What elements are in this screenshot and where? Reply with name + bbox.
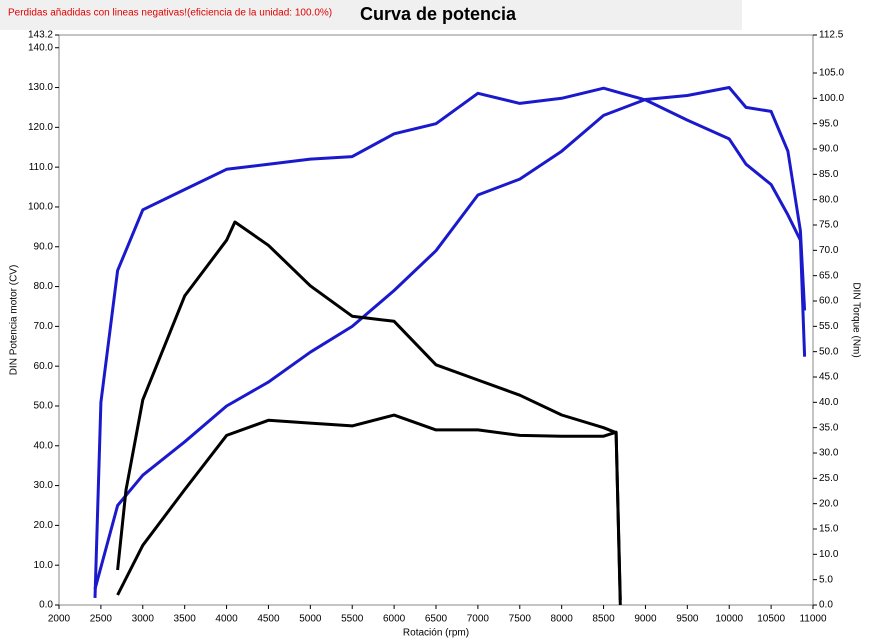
y2-tick-label: 60.0 [819, 296, 839, 307]
y-tick-label: 10.0 [34, 560, 54, 571]
x-tick-label: 9000 [634, 614, 657, 625]
y2-tick-label: 5.0 [819, 574, 833, 585]
y2-tick-label: 15.0 [819, 524, 839, 535]
y2-tick-label: 45.0 [819, 372, 839, 383]
y-tick-label: 80.0 [34, 281, 54, 292]
x-tick-label: 4500 [257, 614, 280, 625]
x-tick-label: 9500 [676, 614, 699, 625]
y-tick-label: 30.0 [34, 480, 54, 491]
x-tick-label: 2000 [48, 614, 71, 625]
chart-title: Curva de potencia [360, 4, 517, 24]
x-tick-label: 4000 [215, 614, 238, 625]
series-line [93, 86, 807, 598]
y2-tick-label: 20.0 [819, 498, 839, 509]
y-tick-label: 100.0 [28, 202, 53, 213]
y2-axis-label: DIN Torque (Nm) [850, 282, 861, 357]
x-tick-label: 7500 [509, 614, 532, 625]
y-tick-label: 40.0 [34, 440, 54, 451]
y-tick-label: 50.0 [34, 401, 54, 412]
y2-tick-label: 95.0 [819, 118, 839, 129]
x-tick-label: 5500 [341, 614, 364, 625]
y2-tick-label: 70.0 [819, 245, 839, 256]
y2-tick-label: 85.0 [819, 169, 839, 180]
y2-tick-label: 75.0 [819, 220, 839, 231]
x-tick-label: 6000 [383, 614, 406, 625]
series-line [93, 86, 807, 590]
x-tick-label: 10000 [715, 614, 743, 625]
y2-tick-label: 112.5 [819, 30, 844, 41]
y2-tick-label: 50.0 [819, 346, 839, 357]
series-line [116, 413, 622, 606]
header-bar [0, 0, 742, 30]
x-tick-label: 7000 [467, 614, 490, 625]
x-tick-label: 3000 [132, 614, 155, 625]
y2-tick-label: 0.0 [819, 600, 833, 611]
y-tick-label: 90.0 [34, 241, 54, 252]
series-line [116, 220, 622, 600]
y2-tick-label: 55.0 [819, 321, 839, 332]
x-tick-label: 5000 [299, 614, 322, 625]
x-tick-label: 8500 [592, 614, 615, 625]
y2-tick-label: 30.0 [819, 448, 839, 459]
y2-tick-label: 90.0 [819, 144, 839, 155]
y-tick-label: 60.0 [34, 361, 54, 372]
y-tick-label: 140.0 [28, 42, 53, 53]
y-axis-label: DIN Potencia motor (CV) [9, 265, 20, 376]
y-tick-label: 0.0 [39, 600, 53, 611]
y-tick-label: 143.2 [28, 30, 53, 41]
y2-tick-label: 25.0 [819, 473, 839, 484]
y-tick-label: 120.0 [28, 122, 53, 133]
x-tick-label: 3500 [174, 614, 197, 625]
note: Perdidas añadidas con lineas negativas!(… [8, 8, 332, 19]
y-tick-label: 70.0 [34, 321, 54, 332]
y2-tick-label: 35.0 [819, 422, 839, 433]
y2-tick-label: 65.0 [819, 270, 839, 281]
y2-tick-label: 10.0 [819, 549, 839, 560]
y-tick-label: 20.0 [34, 520, 54, 531]
x-tick-label: 8000 [551, 614, 574, 625]
x-tick-label: 10500 [757, 614, 785, 625]
y2-tick-label: 100.0 [819, 93, 844, 104]
y-tick-label: 130.0 [28, 82, 53, 93]
x-tick-label: 2500 [90, 614, 113, 625]
x-axis-label: Rotación (rpm) [403, 628, 469, 639]
y2-tick-label: 80.0 [819, 194, 839, 205]
x-tick-label: 6500 [425, 614, 448, 625]
y2-tick-label: 40.0 [819, 397, 839, 408]
plot-area [58, 34, 814, 606]
y-tick-label: 110.0 [29, 162, 54, 173]
y2-tick-label: 105.0 [819, 68, 844, 79]
x-tick-label: 11000 [799, 614, 827, 625]
